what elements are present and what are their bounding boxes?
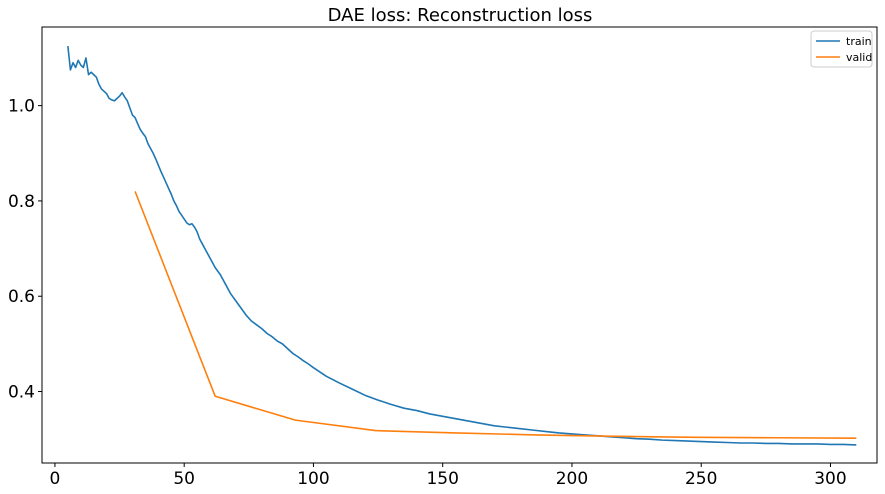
y-tick-label: 0.6 — [8, 287, 35, 307]
x-tick-label: 300 — [814, 469, 846, 489]
x-tick-label: 100 — [297, 469, 329, 489]
y-tick-label: 0.4 — [8, 383, 35, 403]
x-axis: 0 50 100 150 200 250 300 — [50, 463, 847, 489]
series-line-valid — [134, 191, 857, 440]
legend-box — [810, 30, 873, 68]
x-tick-label: 250 — [685, 469, 717, 489]
legend: train valid — [810, 30, 873, 68]
legend-label-train: train — [846, 35, 872, 48]
chart-title: DAE loss: Reconstruction loss — [328, 5, 593, 26]
y-tick-label: 0.8 — [8, 192, 35, 212]
x-tick-label: 0 — [50, 469, 61, 489]
x-tick-label: 200 — [556, 469, 588, 489]
plot-frame — [41, 26, 878, 464]
legend-label-valid: valid — [846, 51, 872, 64]
y-axis: 0.4 0.6 0.8 1.0 — [8, 97, 42, 403]
series-lines — [67, 45, 857, 446]
plot-area — [42, 27, 877, 463]
x-tick-label: 150 — [426, 469, 458, 489]
x-tick-label: 50 — [173, 469, 195, 489]
y-tick-label: 1.0 — [8, 97, 35, 117]
